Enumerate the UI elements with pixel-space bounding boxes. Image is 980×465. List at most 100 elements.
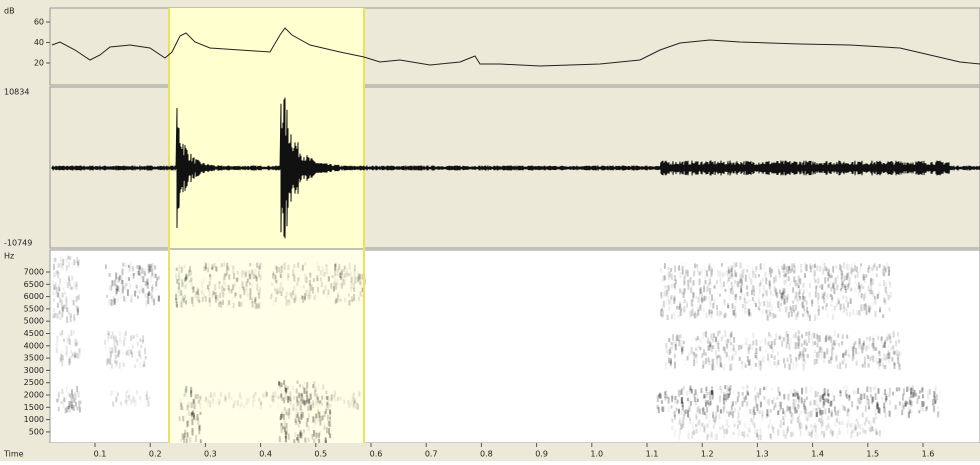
spectrogram-cell xyxy=(798,351,801,357)
spectrogram-cell xyxy=(352,403,355,408)
spectrogram-cell xyxy=(193,403,196,410)
spectrogram-cell xyxy=(770,341,773,346)
spectrogram-cell xyxy=(352,396,355,402)
spectrogram-cell xyxy=(765,312,768,320)
spectrogram-cell xyxy=(278,436,281,443)
spectrogram-cell xyxy=(737,407,740,414)
spectrogram-cell xyxy=(921,400,924,407)
time-tick-label: 1.5 xyxy=(866,450,879,459)
spectrogram-cell xyxy=(856,360,858,366)
spectrogram-cell xyxy=(671,346,674,350)
spectrogram-cell xyxy=(815,284,818,289)
spectrogram-cell xyxy=(763,396,766,400)
spectrogram-cell xyxy=(190,270,193,276)
spectrogram-cell xyxy=(192,399,195,404)
spectrogram-cell xyxy=(826,389,829,396)
spectrogram-cell xyxy=(843,275,846,282)
spectrogram-cell xyxy=(922,401,925,407)
spectrogram-cell xyxy=(719,270,722,278)
spectrogram-cell xyxy=(711,393,714,401)
spectrogram-cell xyxy=(738,356,741,361)
spectrogram-cell xyxy=(295,388,298,394)
spectrogram-cell xyxy=(341,392,343,397)
spectrogram-cell xyxy=(840,287,842,292)
spectrogram-cell xyxy=(703,331,706,337)
spectrogram-cell xyxy=(746,433,749,438)
spectrogram-cell xyxy=(759,263,762,270)
spectrogram-cell xyxy=(805,396,808,400)
spectrogram-cell xyxy=(838,408,841,414)
spectrogram-cell xyxy=(806,417,809,422)
spectrogram-cell xyxy=(211,274,213,278)
spectrogram-cell xyxy=(768,281,771,285)
spectrogram-cell xyxy=(705,400,708,407)
spectrogram-cell xyxy=(296,434,299,441)
spectrogram-cell xyxy=(305,276,308,284)
spectrogram-cell xyxy=(185,438,188,446)
spectrogram-cell xyxy=(265,390,267,394)
spectrogram-cell xyxy=(184,283,187,287)
spectrogram-cell xyxy=(704,266,706,271)
spectrogram-cell xyxy=(884,339,887,345)
spectrogram-cell xyxy=(146,397,149,402)
spectrogram-cell xyxy=(122,362,125,368)
spectrogram-cell xyxy=(112,299,115,306)
spectrogram-cell xyxy=(208,287,210,292)
spectrogram-cell xyxy=(151,295,154,302)
spectrogram-cell xyxy=(726,429,729,433)
spectrogram-cell xyxy=(787,334,789,341)
spectrogram-cell xyxy=(661,304,663,308)
spectrogram-cell xyxy=(798,354,801,360)
spectrogram-cell xyxy=(827,268,830,276)
spectrogram-cell xyxy=(707,400,710,405)
spectrogram-cell xyxy=(722,272,725,278)
waveform-min: -10749 xyxy=(4,239,32,248)
spectrogram-cell xyxy=(723,314,726,319)
spectrogram-cell xyxy=(318,401,321,406)
spectrogram-cell xyxy=(782,408,784,415)
spectrogram-cell xyxy=(212,394,215,401)
spectrogram-cell xyxy=(313,381,316,385)
spectrogram-cell xyxy=(242,270,245,275)
spectrogram-cell xyxy=(777,386,780,393)
spectrogram-cell xyxy=(314,295,316,300)
spectrogram-cell xyxy=(845,364,847,369)
spectrogram-cell xyxy=(888,307,891,312)
spectrogram-cell xyxy=(337,265,340,273)
spectrogram-cell xyxy=(678,418,681,425)
spectrogram-cell xyxy=(738,420,741,425)
spectrogram-cell xyxy=(802,347,805,351)
spectrogram-cell xyxy=(823,351,826,359)
spectrogram-cell xyxy=(340,283,343,289)
spectrogram-cell xyxy=(727,339,730,344)
spectrogram-cell xyxy=(869,277,872,285)
spectrogram-cell xyxy=(760,414,763,422)
spectrogram-cell xyxy=(830,275,833,279)
spectrogram-cell xyxy=(740,285,743,289)
spectrogram-cell xyxy=(743,435,745,439)
spectrogram-cell xyxy=(810,334,813,341)
spectrogram-cell xyxy=(872,301,875,306)
spectrogram-cell xyxy=(707,433,710,438)
spectrogram-cell xyxy=(872,346,875,351)
spectrogram-cell xyxy=(234,292,237,296)
spectrogram-cell xyxy=(214,288,216,292)
spectrogram-cell xyxy=(915,392,918,397)
spectrogram-cell xyxy=(709,395,712,400)
spectrogram-cell xyxy=(732,309,735,316)
spectrogram-cell xyxy=(824,266,827,271)
spectrogram-cell xyxy=(280,266,283,273)
spectrogram-cell xyxy=(733,284,735,289)
spectrogram-cell xyxy=(753,406,756,413)
spectrogram-cell xyxy=(72,262,74,268)
spectrogram-cell xyxy=(797,339,800,347)
spectrogram-cell xyxy=(674,361,676,369)
spectrogram-cell xyxy=(921,388,924,393)
spectrogram-cell xyxy=(754,352,757,359)
spectrogram-cell xyxy=(346,286,348,292)
spectrogram-cell xyxy=(797,330,800,335)
spectrogram-cell xyxy=(853,343,856,350)
spectrogram-cell xyxy=(831,348,834,356)
spectrogram-cell xyxy=(213,263,216,268)
spectrogram-cell xyxy=(730,342,733,346)
